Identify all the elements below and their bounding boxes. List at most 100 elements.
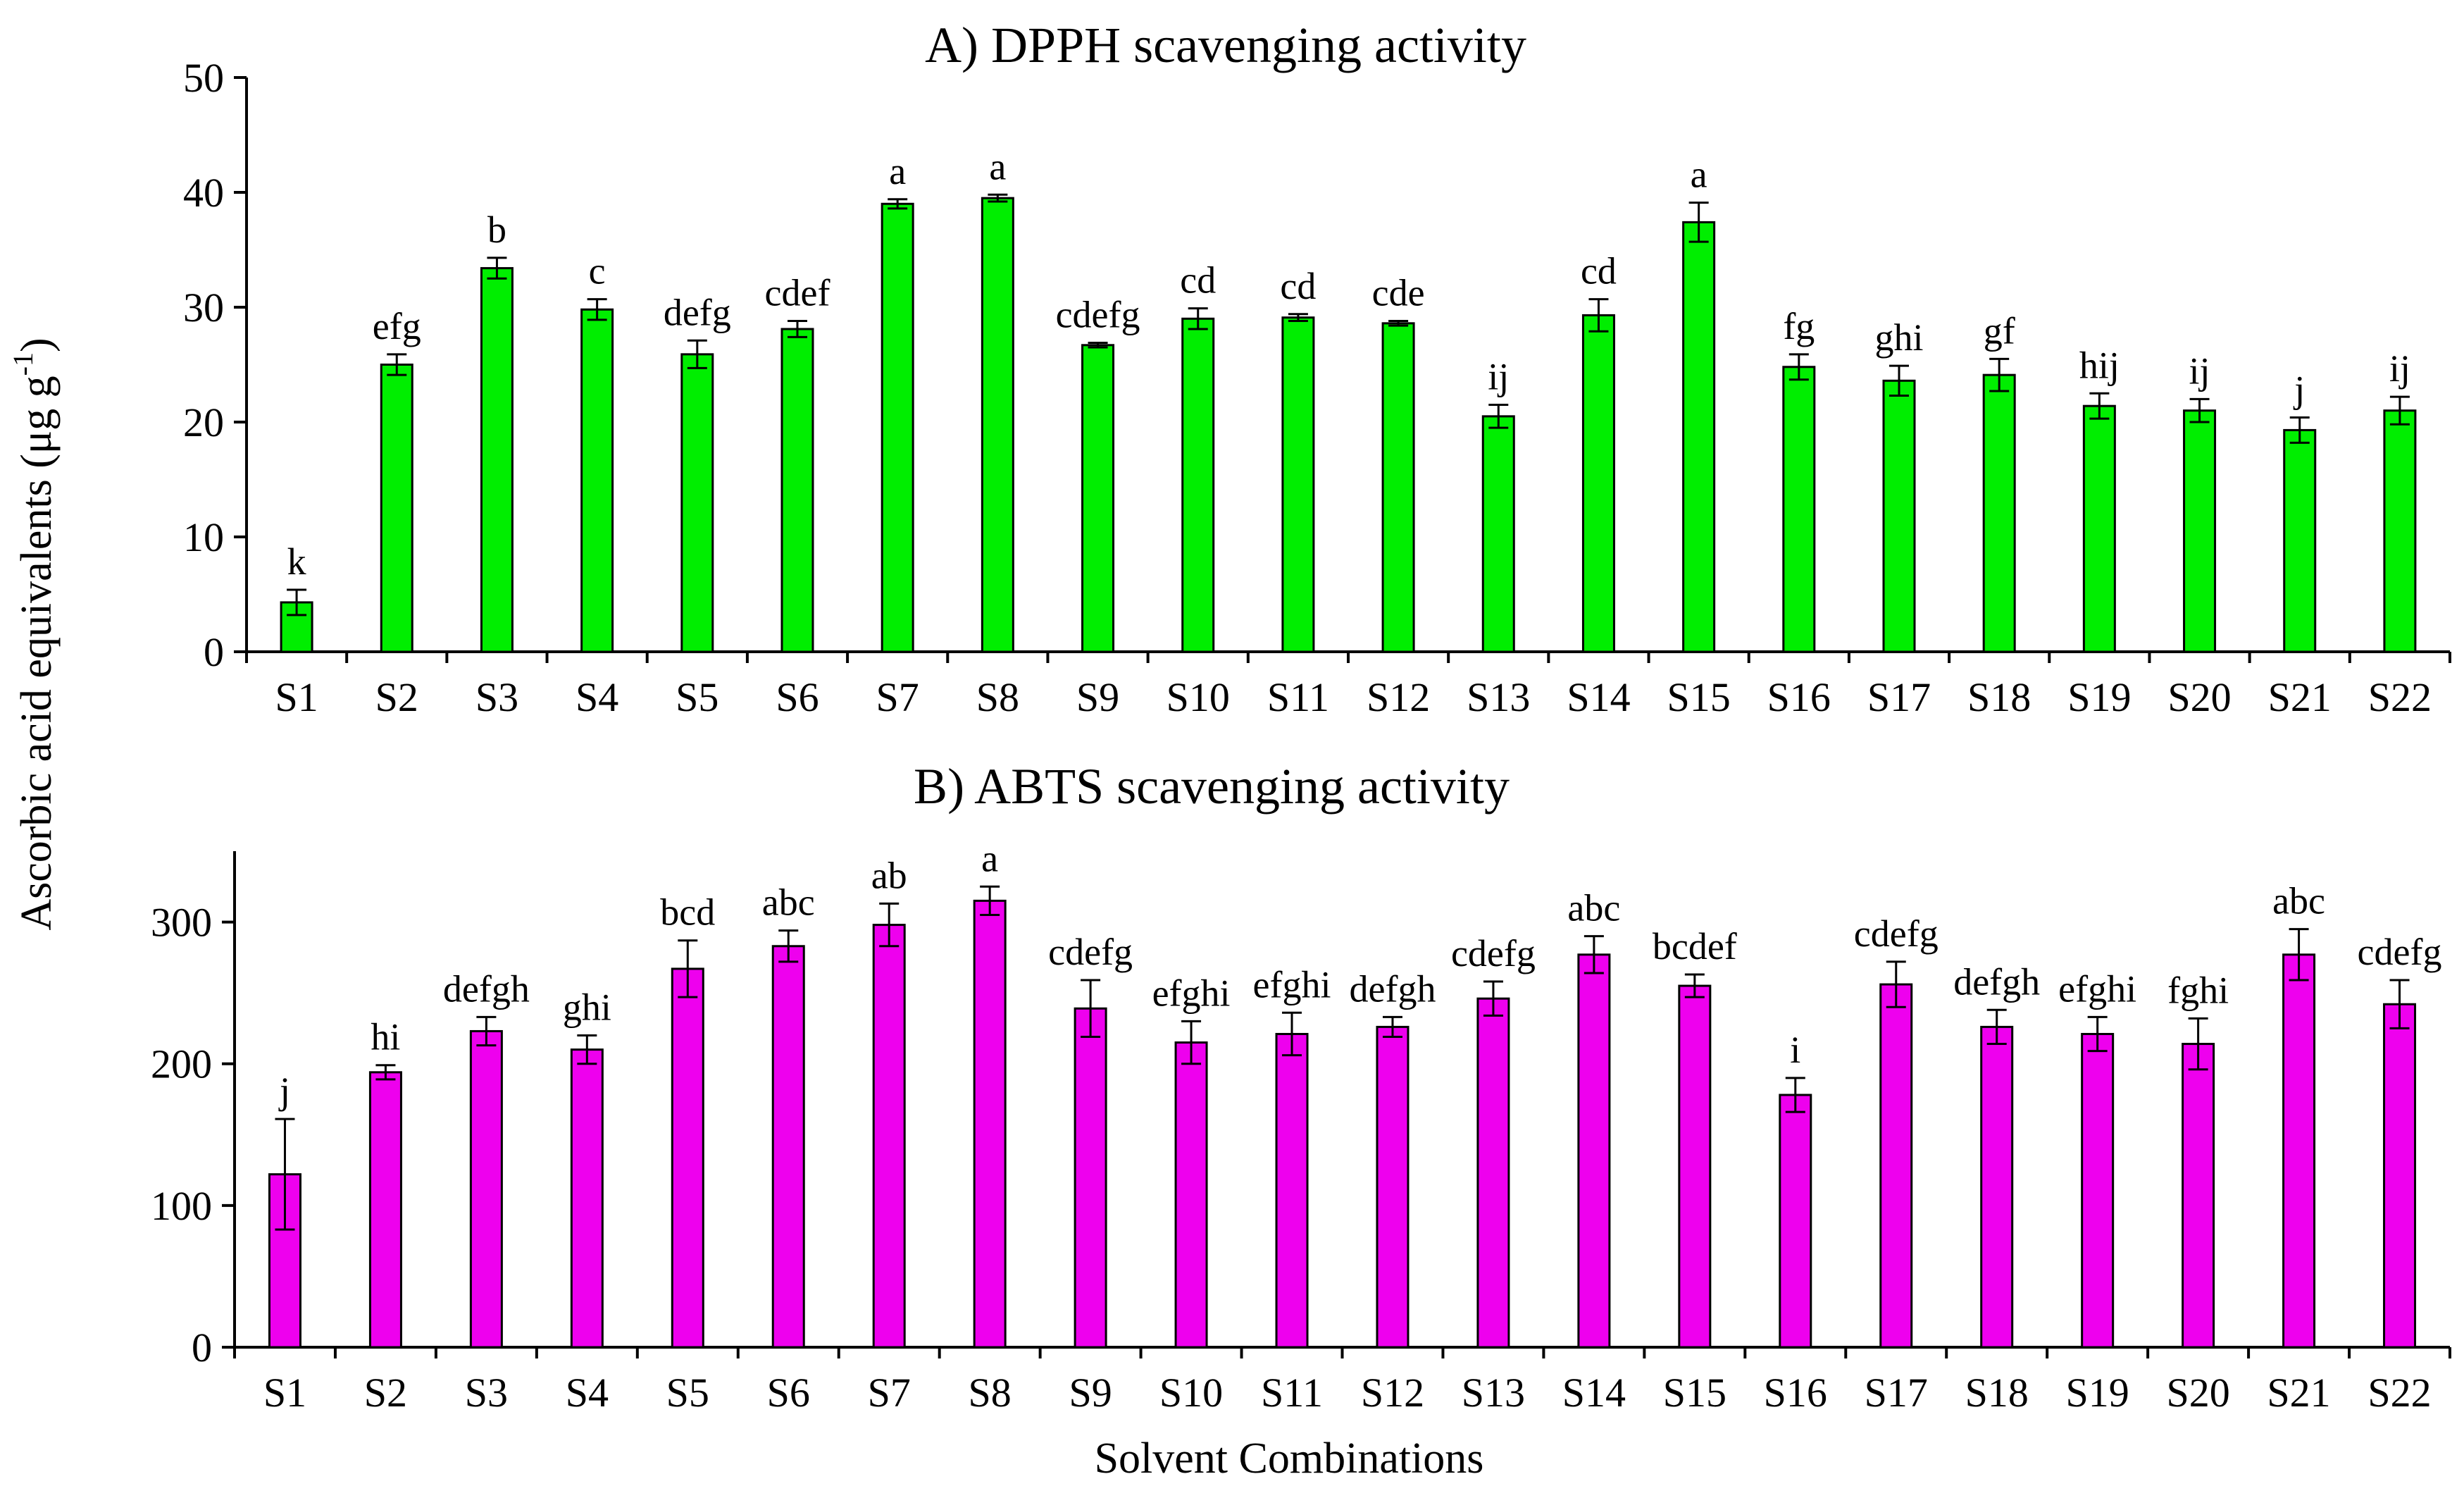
chart-b-x-tick-label-S16: S16 bbox=[1764, 1370, 1827, 1416]
chart-a-y-tick-label: 40 bbox=[183, 170, 224, 216]
chart-a-sig-label-S9: cdefg bbox=[1056, 294, 1140, 336]
chart-b-bar-S4 bbox=[570, 1048, 604, 1349]
chart-a-sig-label-S10: cd bbox=[1180, 259, 1216, 302]
chart-a-y-tick-label: 10 bbox=[183, 514, 224, 560]
chart-a-x-tick-label-S1: S1 bbox=[275, 674, 318, 720]
chart-b-sig-label-S15: bcdef bbox=[1653, 925, 1737, 967]
chart-b-y-tick-label: 100 bbox=[151, 1183, 212, 1229]
chart-a-y-tick-label: 30 bbox=[183, 285, 224, 330]
y-axis-label-main: Ascorbic acid equivalents (μg g bbox=[13, 376, 61, 930]
chart-b-sig-label-S17: cdefg bbox=[1854, 912, 1939, 955]
chart-b-x-tick-label-S5: S5 bbox=[666, 1370, 709, 1416]
chart-b-y-tick-label: 0 bbox=[192, 1325, 212, 1370]
chart-b-abts: 0 100 200 300 j S1 hi S2 defgh S3 ghi S4 bcd S5 abc S6 a… bbox=[151, 837, 2451, 1416]
chart-b-bar-S22 bbox=[2383, 1003, 2417, 1349]
chart-a-bar-S8 bbox=[981, 197, 1014, 653]
chart-a-bar-S15 bbox=[1682, 221, 1716, 653]
chart-a-bar-S18 bbox=[1982, 373, 2016, 653]
chart-a-y-tick-label: 0 bbox=[204, 629, 224, 675]
chart-b-x-tick-label-S20: S20 bbox=[2166, 1370, 2229, 1416]
chart-b-y-tick-label: 300 bbox=[151, 900, 212, 946]
chart-b-bar-S10 bbox=[1174, 1041, 1208, 1349]
y-axis-label-end: ) bbox=[13, 338, 61, 352]
chart-a-sig-label-S8: a bbox=[989, 145, 1006, 187]
chart-a-x-tick-label-S8: S8 bbox=[976, 674, 1019, 720]
chart-b-x-tick-label-S2: S2 bbox=[364, 1370, 407, 1416]
chart-a-sig-label-S3: b bbox=[487, 209, 506, 251]
chart-a-y-tick-label: 20 bbox=[183, 400, 224, 445]
chart-a-x-tick-label-S3: S3 bbox=[475, 674, 518, 720]
chart-b-x-tick-label-S19: S19 bbox=[2066, 1370, 2129, 1416]
chart-a-x-tick-label-S9: S9 bbox=[1076, 674, 1119, 720]
chart-b-sig-label-S3: defgh bbox=[443, 967, 530, 1010]
chart-a-x-tick-label-S7: S7 bbox=[876, 674, 919, 720]
chart-a-x-tick-label-S18: S18 bbox=[1967, 674, 2031, 720]
chart-a-sig-label-S6: cdef bbox=[765, 272, 830, 314]
chart-b-x-tick-label-S9: S9 bbox=[1069, 1370, 1112, 1416]
chart-a-sig-label-S22: ij bbox=[2389, 347, 2410, 390]
chart-a-bar-S12 bbox=[1381, 322, 1415, 653]
chart-b-bar-S19 bbox=[2081, 1032, 2115, 1349]
chart-a-bar-S20 bbox=[2183, 409, 2217, 653]
chart-b-title: B) ABTS scavenging activity bbox=[914, 758, 1510, 815]
chart-b-sig-label-S1: j bbox=[278, 1070, 290, 1112]
y-axis-label-sup: -1 bbox=[7, 352, 39, 376]
chart-a-bar-S3 bbox=[480, 267, 514, 653]
chart-a-x-tick-label-S14: S14 bbox=[1567, 674, 1630, 720]
chart-a-bar-S17 bbox=[1882, 379, 1916, 653]
chart-a-x-tick-label-S17: S17 bbox=[1867, 674, 1931, 720]
chart-b-sig-label-S2: hi bbox=[371, 1016, 400, 1058]
chart-b-x-tick-label-S18: S18 bbox=[1965, 1370, 2029, 1416]
chart-a-dpph: 0 10 20 30 40 50 k S1 efg S2 b S3 c S4 defg S5 cdef S6 a S7… bbox=[183, 55, 2451, 720]
chart-b-x-tick-label-S22: S22 bbox=[2367, 1370, 2431, 1416]
chart-a-x-tick-label-S6: S6 bbox=[776, 674, 819, 720]
chart-b-bar-S16 bbox=[1779, 1094, 1812, 1349]
chart-b-bar-S13 bbox=[1476, 997, 1510, 1349]
chart-b-bar-S5 bbox=[671, 967, 704, 1349]
chart-b-x-tick-label-S11: S11 bbox=[1261, 1370, 1323, 1416]
chart-a-sig-label-S1: k bbox=[287, 540, 306, 583]
chart-a-x-tick-label-S10: S10 bbox=[1166, 674, 1230, 720]
chart-b-bar-S6 bbox=[771, 945, 805, 1349]
chart-b-sig-label-S4: ghi bbox=[563, 986, 611, 1028]
chart-a-sig-label-S16: fg bbox=[1783, 305, 1815, 347]
x-axis-label: Solvent Combinations bbox=[1095, 1435, 1484, 1482]
chart-a-x-tick-label-S22: S22 bbox=[2368, 674, 2432, 720]
chart-b-sig-label-S12: defgh bbox=[1350, 967, 1436, 1010]
chart-b-bar-S11 bbox=[1275, 1032, 1309, 1349]
chart-b-x-tick-label-S17: S17 bbox=[1865, 1370, 1928, 1416]
chart-b-sig-label-S13: cdefg bbox=[1451, 932, 1536, 974]
chart-b-sig-label-S19: efghi bbox=[2058, 967, 2136, 1010]
chart-b-sig-label-S14: abc bbox=[1567, 887, 1620, 929]
chart-b-x-tick-label-S7: S7 bbox=[868, 1370, 911, 1416]
chart-b-sig-label-S11: efghi bbox=[1253, 963, 1331, 1005]
chart-b-x-tick-label-S14: S14 bbox=[1562, 1370, 1626, 1416]
chart-a-x-tick-label-S15: S15 bbox=[1667, 674, 1731, 720]
chart-b-x-tick-label-S8: S8 bbox=[969, 1370, 1012, 1416]
chart-b-y-tick-label: 200 bbox=[151, 1041, 212, 1087]
chart-b-sig-label-S8: a bbox=[981, 837, 998, 879]
chart-a-sig-label-S18: gf bbox=[1984, 309, 2015, 352]
chart-b-x-tick-label-S12: S12 bbox=[1361, 1370, 1424, 1416]
chart-a-sig-label-S21: j bbox=[2293, 368, 2305, 410]
chart-b-bar-S3 bbox=[469, 1029, 503, 1349]
chart-b-x-tick-label-S6: S6 bbox=[767, 1370, 810, 1416]
chart-a-x-tick-label-S5: S5 bbox=[676, 674, 718, 720]
chart-b-sig-label-S6: abc bbox=[762, 881, 815, 924]
chart-a-bar-S21 bbox=[2283, 428, 2317, 653]
chart-a-title: A) DPPH scavenging activity bbox=[925, 17, 1526, 73]
chart-a-bar-S13 bbox=[1481, 415, 1515, 653]
chart-b-bar-S17 bbox=[1879, 983, 1913, 1349]
chart-b-sig-label-S18: defgh bbox=[1953, 960, 2040, 1003]
chart-a-x-tick-label-S12: S12 bbox=[1367, 674, 1430, 720]
chart-a-sig-label-S12: cde bbox=[1372, 272, 1425, 314]
chart-b-bar-S21 bbox=[2282, 953, 2316, 1349]
chart-b-x-tick-label-S13: S13 bbox=[1462, 1370, 1525, 1416]
chart-b-bar-S9 bbox=[1074, 1007, 1107, 1349]
chart-b-sig-label-S16: i bbox=[1790, 1029, 1800, 1071]
chart-b-sig-label-S22: cdefg bbox=[2358, 931, 2442, 973]
chart-b-x-tick-label-S1: S1 bbox=[263, 1370, 306, 1416]
chart-a-x-tick-label-S4: S4 bbox=[575, 674, 618, 720]
chart-b-bar-S7 bbox=[872, 924, 906, 1349]
